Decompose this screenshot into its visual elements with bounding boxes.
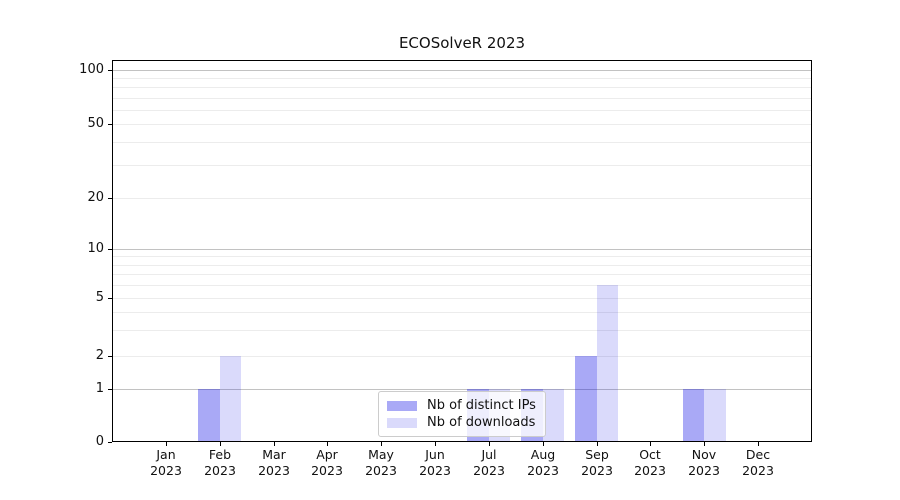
x-tick-label-2: Mar 2023 [258,447,290,478]
y-tick-label-1: 1 [95,381,104,396]
gridline-y-50 [113,124,811,125]
y-tick-label-100: 100 [79,62,104,77]
legend-swatch-downloads-icon [387,417,417,428]
bar-downloads-sep [596,285,619,441]
gridline-y-30 [113,165,811,166]
x-tick-9 [650,442,651,446]
x-tick-5 [435,442,436,446]
bar-distinct-ips-feb [198,389,220,441]
gridline-y-70 [113,98,811,99]
x-tick-label-0: Jan 2023 [150,447,182,478]
y-tick-label-0: 0 [95,434,104,449]
gridline-y-8 [113,265,811,266]
y-tick-label-20: 20 [87,190,104,205]
y-tick-1 [108,389,112,390]
x-tick-2 [274,442,275,446]
gridline-y-5 [113,298,811,299]
legend: Nb of distinct IPs Nb of downloads [378,391,546,437]
gridline-y-10 [113,249,811,250]
x-tick-label-4: May 2023 [365,447,397,478]
gridline-y-40 [113,142,811,143]
gridline-y-9 [113,256,811,257]
gridline-y-7 [113,274,811,275]
y-tick-0 [108,442,112,443]
y-tick-5 [108,298,112,299]
bar-downloads-nov [704,389,726,441]
x-tick-7 [543,442,544,446]
y-tick-label-5: 5 [95,290,104,305]
gridline-y-2 [113,356,811,357]
x-tick-4 [381,442,382,446]
x-tick-label-9: Oct 2023 [634,447,666,478]
x-tick-label-8: Sep 2023 [581,447,613,478]
x-tick-label-7: Aug 2023 [527,447,559,478]
y-tick-20 [108,198,112,199]
bar-distinct-ips-sep [575,356,597,441]
y-tick-2 [108,356,112,357]
x-tick-1 [220,442,221,446]
x-tick-11 [758,442,759,446]
gridline-y-3 [113,330,811,331]
x-tick-8 [597,442,598,446]
x-tick-label-11: Dec 2023 [742,447,774,478]
plot-area [112,60,812,442]
y-tick-50 [108,124,112,125]
y-tick-10 [108,249,112,250]
gridline-y-20 [113,198,811,199]
legend-item-distinct-ips: Nb of distinct IPs [387,398,537,413]
gridline-y-90 [113,78,811,79]
x-tick-0 [166,442,167,446]
gridline-y-4 [113,312,811,313]
chart-title: ECOSolveR 2023 [398,34,526,52]
y-tick-100 [108,70,112,71]
legend-label-distinct-ips: Nb of distinct IPs [427,398,536,413]
gridline-y-60 [113,110,811,111]
bar-distinct-ips-nov [682,389,705,441]
x-tick-6 [489,442,490,446]
x-tick-label-5: Jun 2023 [419,447,451,478]
y-tick-label-50: 50 [87,116,104,131]
legend-swatch-distinct-ips-icon [387,400,417,411]
gridline-y-6 [113,285,811,286]
x-tick-3 [327,442,328,446]
gridline-y-1 [113,389,811,390]
x-tick-label-6: Jul 2023 [473,447,505,478]
x-tick-label-1: Feb 2023 [204,447,236,478]
legend-item-downloads: Nb of downloads [387,415,537,430]
legend-label-downloads: Nb of downloads [427,415,536,430]
x-tick-label-10: Nov 2023 [688,447,720,478]
y-tick-label-2: 2 [95,348,104,363]
gridline-y-100 [113,70,811,71]
x-tick-10 [704,442,705,446]
x-tick-label-3: Apr 2023 [311,447,343,478]
bar-downloads-aug [542,389,565,441]
bar-downloads-feb [219,356,242,441]
gridline-y-80 [113,87,811,88]
y-tick-label-10: 10 [87,241,104,256]
